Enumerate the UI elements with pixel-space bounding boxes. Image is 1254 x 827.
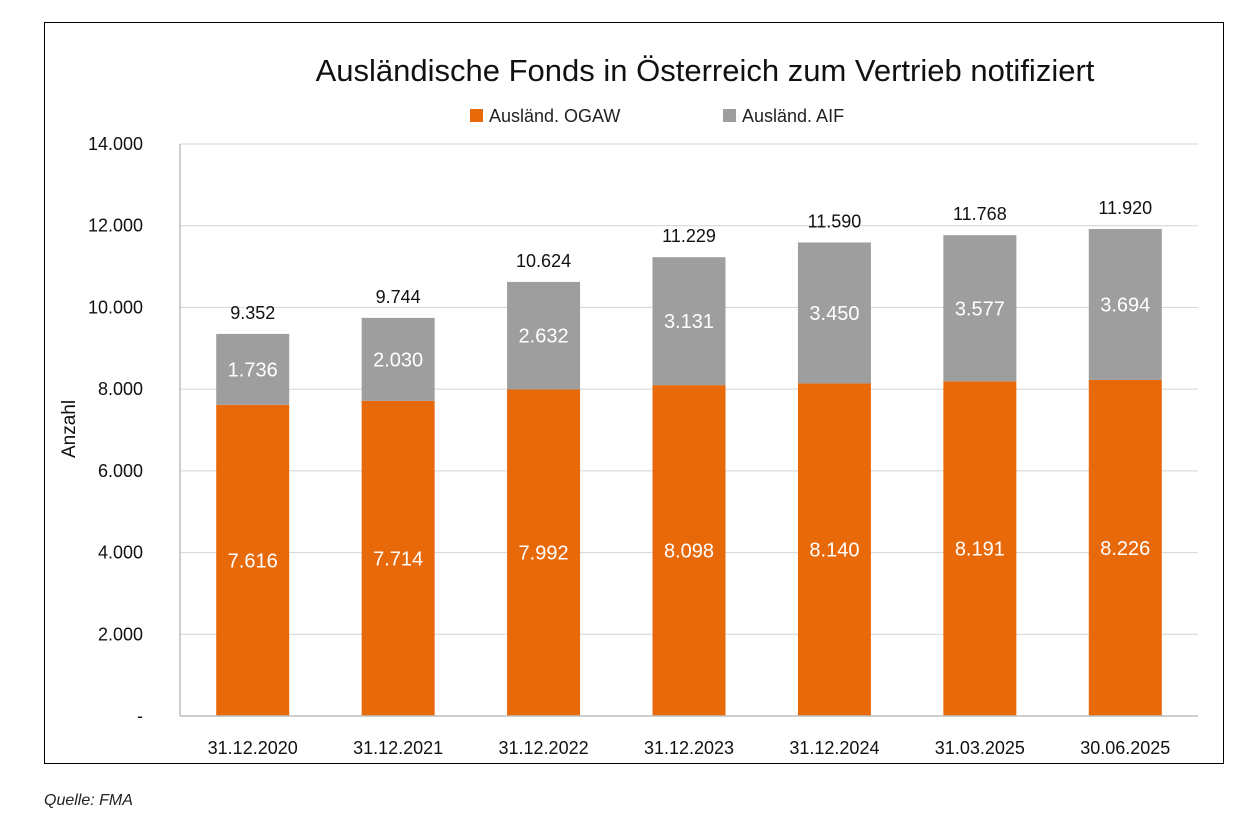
bar-group: 8.191 3.577 11.768 — [943, 204, 1017, 716]
y-axis: - 2.000 4.000 6.000 8.000 10.000 12.000 14.000 — [88, 134, 181, 726]
bar-group: 7.616 1.736 9.352 — [216, 303, 290, 716]
x-tick-label: 31.03.2025 — [935, 738, 1025, 758]
y-tick-label: - — [137, 706, 143, 726]
x-tick-label: 31.12.2022 — [499, 738, 589, 758]
bar-aif — [507, 281, 581, 390]
x-tick-label: 30.06.2025 — [1080, 738, 1170, 758]
chart-title: Ausländische Fonds in Österreich zum Ver… — [316, 53, 1095, 88]
bar-group: 8.140 3.450 11.590 — [797, 211, 871, 716]
total-label: 11.768 — [953, 204, 1007, 224]
bar-ogaw — [507, 389, 581, 716]
total-label: 10.624 — [516, 251, 571, 271]
y-tick-label: 6.000 — [98, 461, 143, 481]
bar-label-ogaw: 7.992 — [519, 543, 569, 565]
total-label: 11.229 — [662, 226, 716, 246]
legend: Ausländ. OGAW Ausländ. AIF — [470, 106, 844, 126]
bars: 7.616 1.736 9.352 7.714 2.030 9.744 7.992 2.632… — [216, 198, 1162, 716]
y-tick-label: 8.000 — [98, 379, 143, 399]
bar-label-aif: 3.694 — [1100, 294, 1150, 316]
bar-label-aif: 3.577 — [955, 298, 1005, 320]
bar-group: 7.992 2.632 10.624 — [507, 251, 581, 716]
bar-aif — [216, 333, 290, 405]
total-label: 11.920 — [1098, 198, 1152, 218]
legend-swatch-aif — [723, 109, 736, 122]
total-label: 11.590 — [808, 211, 862, 231]
legend-swatch-ogaw — [470, 109, 483, 122]
total-label: 9.352 — [230, 303, 275, 323]
bar-label-aif: 3.131 — [664, 311, 714, 333]
bar-ogaw — [943, 381, 1017, 716]
bar-label-ogaw: 7.714 — [373, 548, 423, 570]
x-tick-label: 31.12.2021 — [353, 738, 443, 758]
bar-label-aif: 3.450 — [809, 303, 859, 325]
x-axis: 31.12.2020 31.12.2021 31.12.2022 31.12.2023… — [180, 715, 1198, 758]
chart-frame: Ausländische Fonds in Österreich zum Ver… — [44, 22, 1224, 764]
bar-ogaw — [652, 385, 726, 716]
legend-label-aif: Ausländ. AIF — [742, 106, 844, 126]
bar-group: 8.226 3.694 11.920 — [1088, 198, 1162, 716]
bar-label-ogaw: 8.191 — [955, 539, 1005, 561]
bar-label-ogaw: 8.098 — [664, 541, 714, 563]
bar-label-ogaw: 8.140 — [809, 540, 859, 562]
bar-group: 7.714 2.030 9.744 — [361, 287, 435, 716]
x-tick-label: 31.12.2020 — [208, 738, 298, 758]
y-tick-label: 10.000 — [88, 297, 143, 317]
bar-label-ogaw: 8.226 — [1100, 538, 1150, 560]
y-tick-label: 2.000 — [98, 624, 143, 644]
x-tick-label: 31.12.2024 — [789, 738, 879, 758]
bar-ogaw — [1088, 379, 1162, 716]
bar-label-ogaw: 7.616 — [228, 550, 278, 572]
y-tick-label: 14.000 — [88, 134, 143, 154]
bar-group: 8.098 3.131 11.229 — [652, 226, 726, 716]
y-axis-title: Anzahl — [59, 400, 80, 458]
bar-ogaw — [216, 404, 290, 716]
bar-label-aif: 2.632 — [519, 326, 569, 348]
total-label: 9.744 — [376, 287, 421, 307]
bar-aif — [652, 257, 726, 386]
bar-label-aif: 1.736 — [228, 359, 278, 381]
y-tick-label: 12.000 — [88, 216, 143, 236]
chart-svg: Ausländische Fonds in Österreich zum Ver… — [59, 53, 1198, 758]
bar-ogaw — [361, 400, 435, 716]
source-note: Quelle: FMA — [44, 792, 133, 809]
bar-label-aif: 2.030 — [373, 349, 423, 371]
y-tick-label: 4.000 — [98, 543, 143, 563]
x-tick-label: 31.12.2023 — [644, 738, 734, 758]
legend-label-ogaw: Ausländ. OGAW — [489, 106, 620, 126]
bar-aif — [1088, 228, 1162, 380]
bar-aif — [797, 242, 871, 384]
bar-ogaw — [797, 383, 871, 716]
bar-aif — [361, 317, 435, 401]
bar-aif — [943, 235, 1017, 382]
